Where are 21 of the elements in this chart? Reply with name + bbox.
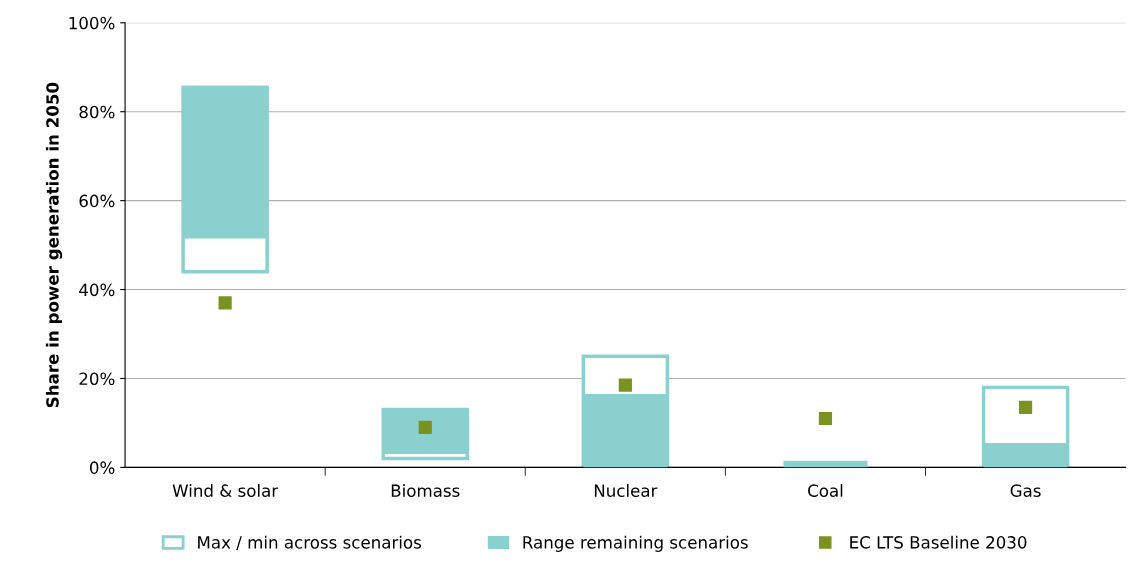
point (618, 378, 632, 392)
y-tick-label: 60% (79, 194, 115, 208)
legend-label: Max / min across scenarios (198, 535, 422, 550)
y-tick-label: 0% (90, 461, 115, 474)
legend-label: Range remaining scenarios (523, 535, 748, 552)
x-tick-label: Coal (808, 484, 843, 497)
x-tick-label: Wind & solar (172, 484, 279, 497)
point (218, 296, 232, 310)
point (418, 420, 432, 434)
legend-label: EC LTS Baseline 2030 (850, 535, 1027, 549)
y-tick-label: 40% (79, 283, 115, 297)
y-tick-label: 80% (79, 105, 115, 119)
point (818, 411, 833, 426)
x-tick-label: Gas (1010, 484, 1041, 497)
x-tick-label: Biomass (391, 484, 460, 497)
y-tick-label: 100% (69, 16, 115, 30)
point (1018, 400, 1033, 414)
y-axis-title: Share in power generation in 2050 (45, 82, 63, 408)
y-tick-label: 20% (79, 372, 115, 386)
x-tick-label: Nuclear (594, 484, 658, 497)
bar (783, 460, 868, 468)
